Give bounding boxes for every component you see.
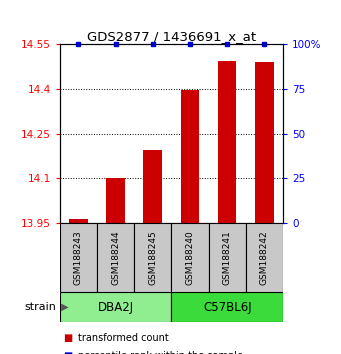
Bar <box>106 178 125 223</box>
Bar <box>246 223 283 292</box>
Text: ■: ■ <box>63 351 72 354</box>
Text: GSM188242: GSM188242 <box>260 230 269 285</box>
Text: ■: ■ <box>63 333 72 343</box>
Text: strain: strain <box>25 302 56 312</box>
Text: transformed count: transformed count <box>78 333 169 343</box>
Text: DBA2J: DBA2J <box>98 301 134 314</box>
Bar <box>255 62 274 223</box>
Bar <box>60 223 97 292</box>
Text: GSM188243: GSM188243 <box>74 230 83 285</box>
Text: GSM188241: GSM188241 <box>223 230 232 285</box>
Bar <box>218 61 237 223</box>
Title: GDS2877 / 1436691_x_at: GDS2877 / 1436691_x_at <box>87 30 256 43</box>
Bar <box>97 223 134 292</box>
Bar <box>144 150 162 223</box>
Text: GSM188240: GSM188240 <box>186 230 194 285</box>
Text: percentile rank within the sample: percentile rank within the sample <box>78 351 243 354</box>
Bar <box>209 223 246 292</box>
Text: GSM188245: GSM188245 <box>148 230 157 285</box>
Bar <box>69 218 88 223</box>
Text: C57BL6J: C57BL6J <box>203 301 252 314</box>
Bar <box>60 292 172 322</box>
Bar <box>134 223 171 292</box>
Text: ▶: ▶ <box>58 302 69 312</box>
Text: GSM188244: GSM188244 <box>111 230 120 285</box>
Bar <box>171 223 209 292</box>
Bar <box>171 292 283 322</box>
Bar <box>181 90 199 223</box>
